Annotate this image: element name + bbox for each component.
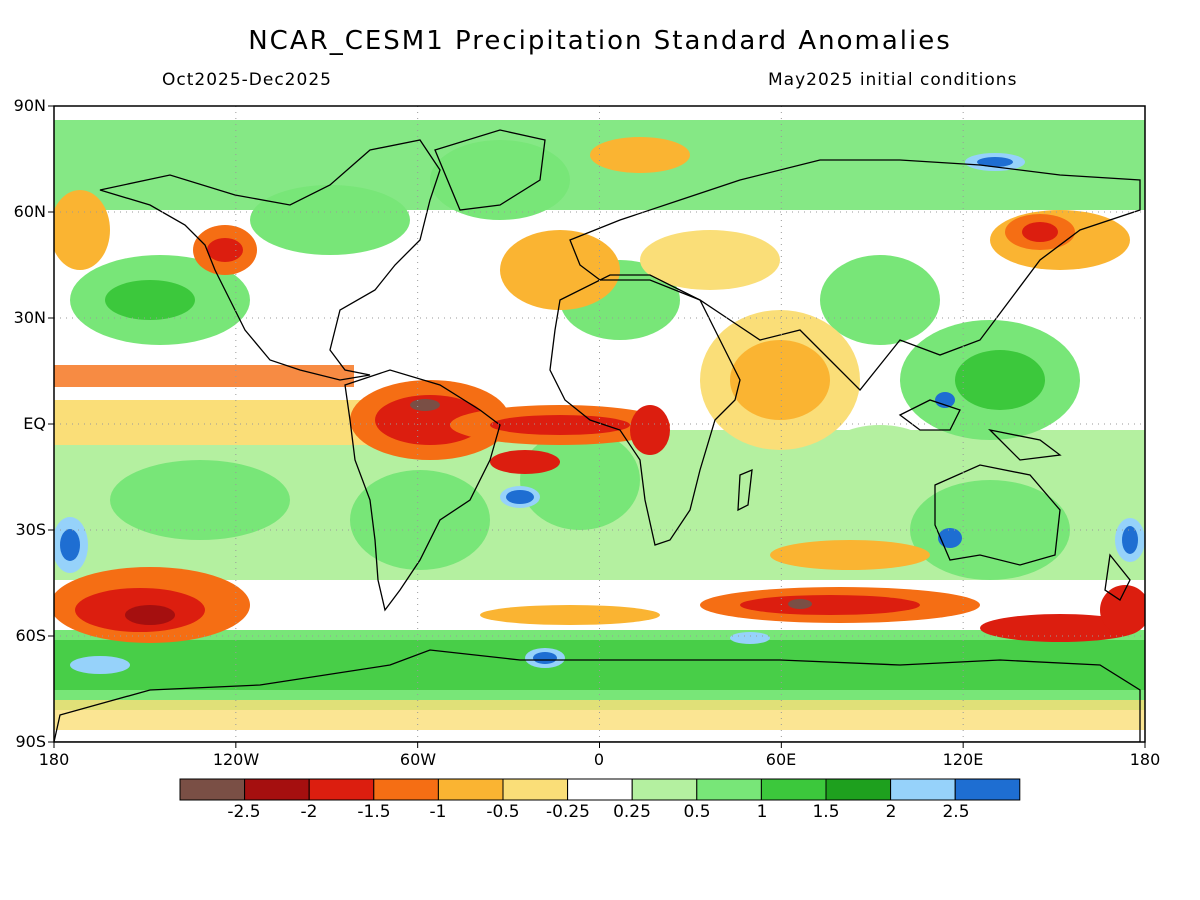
colorbar-swatch [760,778,827,801]
colorbar-label: -1 [429,802,447,822]
lon-label-180e: 180 [1129,750,1161,769]
colorbar-label: -0.5 [486,802,520,822]
colorbar-swatch [954,778,1021,801]
lon-label-0: 0 [593,750,605,769]
graticule [54,106,1145,742]
lon-label-120e: 120E [942,750,984,769]
colorbar-swatch [631,778,698,801]
colorbar-swatch [437,778,504,801]
lat-label-60s: 60S [15,626,46,645]
colorbar-swatch [567,778,633,801]
map-field [54,106,1145,742]
lon-label-60w: 60W [399,750,437,769]
colorbar-swatch [890,778,956,801]
colorbar-swatch [696,778,762,801]
colorbar-label: 0.5 [683,802,711,822]
lat-label-90n: 90N [13,96,46,115]
colorbar-label: -0.25 [546,802,590,822]
colorbar-swatch [179,778,246,801]
colorbar-label: 0.25 [613,802,651,822]
colorbar-label: 1 [756,802,768,822]
forecast-season: Oct2025-Dec2025 [162,70,332,90]
colorbar [179,778,1021,801]
lon-label-120w: 120W [212,750,260,769]
colorbar-label: 2.5 [942,802,970,822]
lat-label-30s: 30S [15,520,46,539]
axis-ticks [48,105,1146,748]
colorbar-swatch [825,778,892,801]
colorbar-label: -1.5 [357,802,391,822]
colorbar-swatch [308,778,375,801]
colorbar-label: -2.5 [227,802,261,822]
lat-label-30n: 30N [13,308,46,327]
lat-label-90s: 90S [15,732,46,751]
colorbar-swatch [244,778,310,801]
colorbar-label: -2 [300,802,318,822]
initial-conditions: May2025 initial conditions [768,70,1018,90]
colorbar-label: 1.5 [812,802,840,822]
colorbar-swatch [502,778,569,801]
colorbar-label: 2 [885,802,897,822]
lon-label-60e: 60E [765,750,797,769]
lat-label-60n: 60N [13,202,46,221]
coastlines [54,129,1141,742]
lat-label-eq: EQ [23,414,46,433]
map-title: NCAR_CESM1 Precipitation Standard Anomal… [248,26,952,56]
lon-label-180w: 180 [38,750,70,769]
colorbar-swatch [373,778,439,801]
